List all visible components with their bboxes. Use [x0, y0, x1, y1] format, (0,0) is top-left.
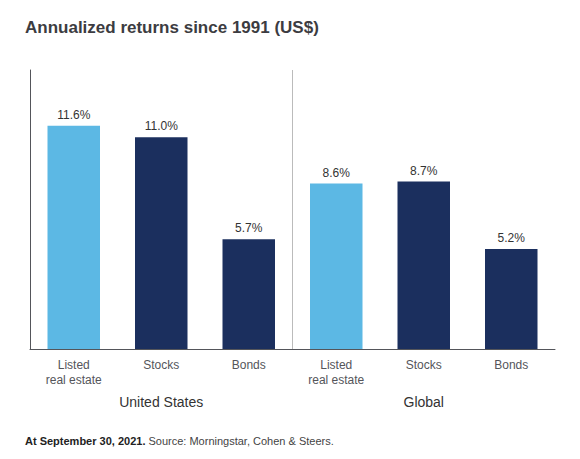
svg-text:Listed: Listed: [58, 358, 90, 372]
svg-text:Stocks: Stocks: [406, 358, 442, 372]
svg-text:Bonds: Bonds: [494, 358, 528, 372]
svg-text:Source: Morningstar, Cohen & S: Source: Morningstar, Cohen & Steers.: [145, 435, 333, 447]
svg-text:United States: United States: [119, 394, 203, 410]
svg-text:real estate: real estate: [46, 373, 102, 387]
svg-text:5.7%: 5.7%: [235, 221, 263, 235]
svg-text:11.0%: 11.0%: [145, 119, 178, 133]
svg-text:Annualized returns since 1991: Annualized returns since 1991 (US$): [25, 18, 319, 37]
svg-text:8.7%: 8.7%: [410, 164, 438, 178]
svg-text:11.6%: 11.6%: [57, 108, 90, 122]
svg-text:Listed: Listed: [320, 358, 352, 372]
svg-text:Bonds: Bonds: [232, 358, 266, 372]
svg-text:real estate: real estate: [308, 373, 364, 387]
svg-text:Stocks: Stocks: [143, 358, 179, 372]
svg-text:8.6%: 8.6%: [323, 166, 351, 180]
svg-text:At September 30, 2021.: At September 30, 2021.: [25, 435, 145, 447]
svg-text:Global: Global: [404, 394, 444, 410]
svg-text:5.2%: 5.2%: [498, 231, 526, 245]
